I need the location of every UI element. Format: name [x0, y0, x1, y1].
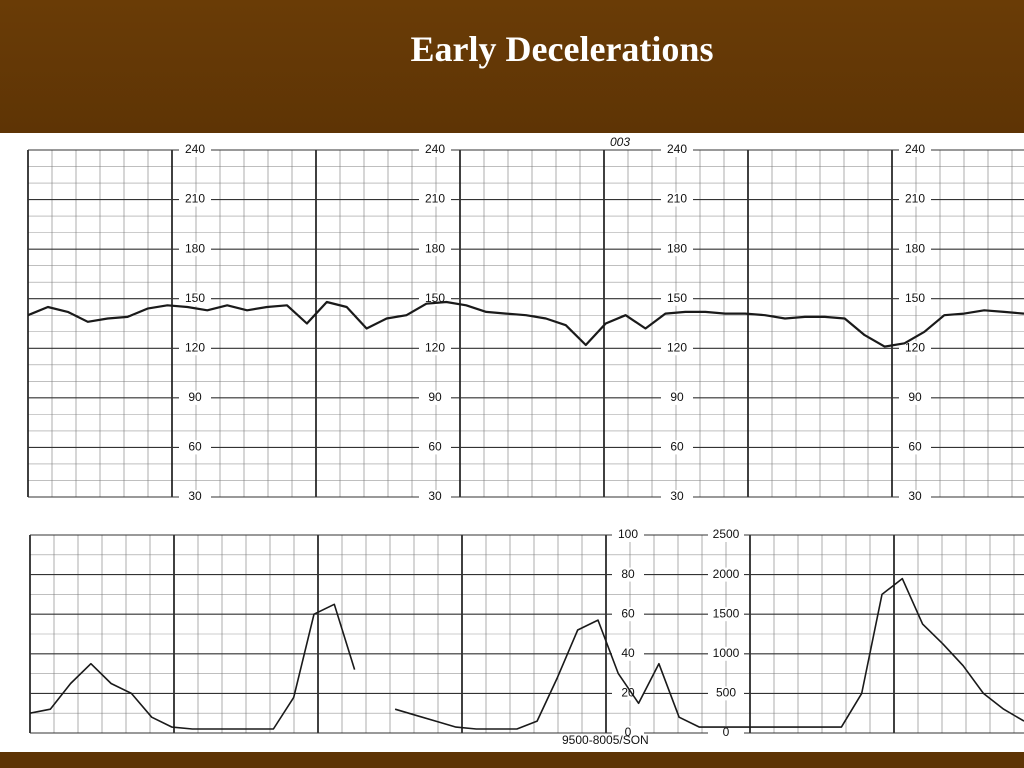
label-bg	[661, 192, 693, 207]
y-tick-label: 210	[905, 192, 925, 206]
label-bg	[612, 646, 644, 661]
label-bg	[661, 341, 693, 356]
y-tick-label: 100	[618, 527, 638, 541]
y-tick-label: 60	[621, 606, 635, 620]
y-tick-label: 240	[667, 142, 687, 156]
annotation: 003	[610, 135, 630, 149]
y-tick-label: 30	[908, 489, 922, 503]
y-tick-label: 90	[670, 390, 684, 404]
y2-tick-label: 2500	[713, 527, 740, 541]
label-bg	[708, 686, 744, 701]
y-tick-label: 150	[667, 291, 687, 305]
y2-tick-label: 500	[716, 686, 736, 700]
label-bg	[179, 341, 211, 356]
y-tick-label: 240	[425, 142, 445, 156]
label-bg	[419, 440, 451, 455]
label-bg	[612, 607, 644, 622]
footer-bar	[0, 752, 1024, 768]
y-tick-label: 0	[625, 725, 632, 739]
y-tick-label: 90	[428, 390, 442, 404]
y-tick-label: 90	[188, 390, 202, 404]
trace-line	[29, 577, 1024, 730]
y2-tick-label: 2000	[713, 567, 740, 581]
label-bg	[612, 528, 644, 542]
label-bg	[179, 192, 211, 207]
label-bg	[708, 607, 744, 622]
annotation: 9500-8005/SON	[562, 733, 649, 747]
y-tick-label: 210	[667, 192, 687, 206]
y-tick-label: 180	[905, 241, 925, 255]
label-bg	[612, 567, 644, 582]
y-tick-label: 210	[185, 192, 205, 206]
y-tick-label: 30	[670, 489, 684, 503]
label-bg	[708, 528, 744, 542]
label-bg	[899, 341, 931, 356]
y-tick-label: 30	[428, 489, 442, 503]
label-bg	[899, 490, 931, 504]
y-tick-label: 180	[185, 241, 205, 255]
y-tick-label: 150	[425, 291, 445, 305]
header: Early Decelerations	[0, 0, 1024, 133]
label-bg	[661, 291, 693, 306]
label-bg	[419, 242, 451, 257]
label-bg	[899, 242, 931, 257]
label-bg	[179, 390, 211, 405]
label-bg	[899, 192, 931, 207]
y-tick-label: 240	[185, 142, 205, 156]
label-bg	[179, 440, 211, 455]
label-bg	[899, 143, 931, 157]
label-bg	[708, 567, 744, 582]
label-bg	[419, 490, 451, 504]
label-bg	[179, 291, 211, 306]
label-bg	[419, 341, 451, 356]
label-bg	[419, 192, 451, 207]
y-tick-label: 60	[428, 440, 442, 454]
y2-tick-label: 1500	[713, 606, 740, 620]
label-bg	[179, 490, 211, 504]
label-bg	[899, 390, 931, 405]
y-tick-label: 90	[908, 390, 922, 404]
y-tick-label: 210	[425, 192, 445, 206]
y-tick-label: 120	[667, 340, 687, 354]
y2-tick-label: 0	[723, 725, 730, 739]
y-tick-label: 80	[621, 567, 635, 581]
y-tick-label: 240	[905, 142, 925, 156]
label-bg	[899, 291, 931, 306]
trace-line	[27, 300, 1024, 348]
y-tick-label: 180	[425, 241, 445, 255]
y-tick-label: 120	[425, 340, 445, 354]
y-tick-label: 30	[188, 489, 202, 503]
label-bg	[419, 390, 451, 405]
y-tick-label: 60	[188, 440, 202, 454]
label-bg	[612, 686, 644, 701]
label-bg	[661, 390, 693, 405]
label-bg	[708, 726, 744, 740]
label-bg	[661, 143, 693, 157]
label-bg	[612, 726, 644, 740]
label-bg	[179, 242, 211, 257]
label-bg	[419, 143, 451, 157]
label-bg	[899, 440, 931, 455]
y-tick-label: 150	[905, 291, 925, 305]
label-bg	[661, 242, 693, 257]
label-bg	[661, 490, 693, 504]
y-tick-label: 150	[185, 291, 205, 305]
y-tick-label: 120	[185, 340, 205, 354]
y-tick-label: 20	[621, 686, 635, 700]
y-tick-label: 180	[667, 241, 687, 255]
y2-tick-label: 1000	[713, 646, 740, 660]
slide-title: Early Decelerations	[410, 29, 714, 69]
y-tick-label: 60	[908, 440, 922, 454]
label-bg	[179, 143, 211, 157]
label-bg	[708, 646, 744, 661]
y-tick-label: 40	[621, 646, 635, 660]
strip-chart: 30 30 30 30 60 60 60 60 90 90 90 90 120 120 120 120 150 1…	[27, 135, 1024, 747]
y-tick-label: 120	[905, 340, 925, 354]
label-bg	[661, 440, 693, 455]
y-tick-label: 60	[670, 440, 684, 454]
